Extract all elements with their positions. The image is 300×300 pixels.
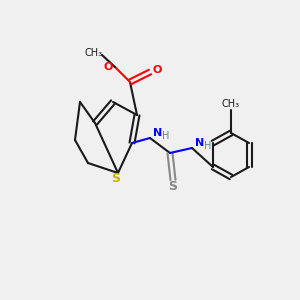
Text: O: O [103,62,113,72]
Text: S: S [112,172,121,184]
Text: S: S [169,181,178,194]
Text: O: O [152,65,162,75]
Text: N: N [195,138,205,148]
Text: CH₃: CH₃ [85,48,103,58]
Text: N: N [153,128,163,138]
Text: CH₃: CH₃ [222,99,240,109]
Text: H: H [204,141,212,151]
Text: H: H [162,131,170,141]
